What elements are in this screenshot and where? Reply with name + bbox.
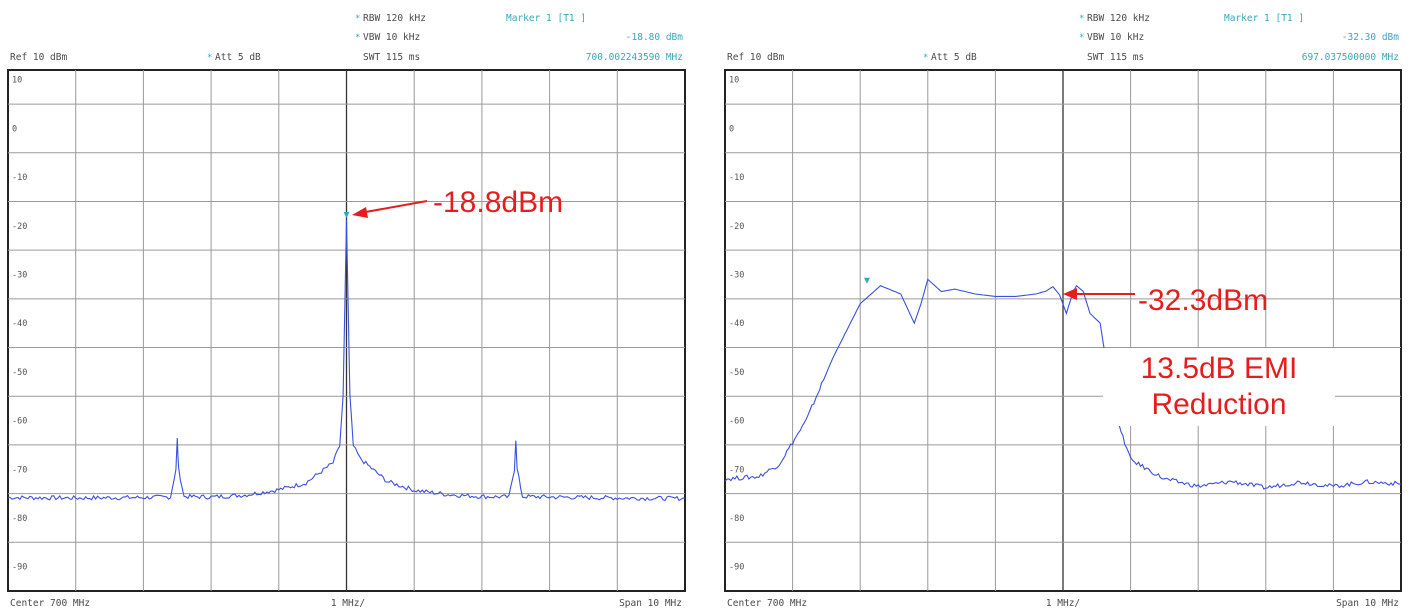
star-rbw: * <box>1079 14 1084 24</box>
att-label: Att 5 dB <box>931 52 977 63</box>
star-att: * <box>207 53 212 63</box>
grid-lines <box>725 70 1401 591</box>
center-frequency-label: Center 700 MHz <box>727 598 807 609</box>
y-tick-label: -70 <box>729 465 744 475</box>
left-spectrum-chart: * RBW 120 kHz * VBW 10 kHz SWT 115 ms Re… <box>7 13 686 609</box>
y-tick-label: -30 <box>729 271 744 281</box>
star-vbw: * <box>1079 33 1084 43</box>
center-frequency-label: Center 700 MHz <box>10 598 90 609</box>
ref-label: Ref 10 dBm <box>727 52 784 63</box>
swt-label: SWT 115 ms <box>363 52 420 63</box>
y-tick-label: 10 <box>729 76 739 86</box>
marker-frequency: 700.002243590 MHz <box>586 52 683 63</box>
peak-annotation: -18.8dBm <box>433 186 563 219</box>
marker-frequency: 697.037500000 MHz <box>1302 52 1399 63</box>
marker-triangle <box>863 277 870 284</box>
y-tick-label: -40 <box>729 319 744 329</box>
y-tick-label: -60 <box>12 417 27 427</box>
y-tick-label: -20 <box>729 222 744 232</box>
marker-symbol <box>863 277 870 284</box>
span-label: Span 10 MHz <box>1336 598 1399 609</box>
marker-level: -32.30 dBm <box>1342 32 1399 43</box>
y-tick-label: -80 <box>12 514 27 524</box>
y-tick-label: -80 <box>729 514 744 524</box>
y-tick-label: -10 <box>729 173 744 183</box>
reduction-annotation-line2: Reduction <box>1151 388 1286 421</box>
swt-label: SWT 115 ms <box>1087 52 1144 63</box>
marker-label: Marker 1 [T1 ] <box>1224 13 1304 24</box>
annotation-arrowhead <box>352 207 368 218</box>
y-axis-ticks: 10 0 -10 -20 -30 -40 -50 -60 -70 -80 -90 <box>12 76 27 573</box>
y-tick-label: -90 <box>12 563 27 573</box>
y-tick-label: -10 <box>12 173 27 183</box>
spectrum-trace <box>724 278 1402 490</box>
y-tick-label: -50 <box>729 368 744 378</box>
right-spectrum-panel: * RBW 120 kHz * VBW 10 kHz SWT 115 ms Re… <box>711 0 1411 611</box>
reduction-label-background <box>1103 348 1335 426</box>
y-tick-label: -50 <box>12 368 27 378</box>
marker-triangle <box>343 211 350 218</box>
marker-label: Marker 1 [T1 ] <box>506 13 586 24</box>
y-tick-label: -90 <box>729 563 744 573</box>
reduction-annotation-line1: 13.5dB EMI <box>1141 352 1298 385</box>
division-label: 1 MHz/ <box>1046 598 1080 609</box>
annotation-arrow <box>359 200 428 214</box>
y-tick-label: -40 <box>12 319 27 329</box>
marker-symbol <box>343 211 350 218</box>
star-vbw: * <box>355 33 360 43</box>
peak-annotation: -32.3dBm <box>1138 284 1268 317</box>
marker-level: -18.80 dBm <box>626 32 683 43</box>
vbw-label: VBW 10 kHz <box>363 32 420 43</box>
annotation-arrowhead <box>1063 288 1077 300</box>
spectrum-trace <box>7 219 686 502</box>
vbw-label: VBW 10 kHz <box>1087 32 1144 43</box>
y-tick-label: -20 <box>12 222 27 232</box>
division-label: 1 MHz/ <box>331 598 365 609</box>
att-label: Att 5 dB <box>215 52 261 63</box>
star-rbw: * <box>355 14 360 24</box>
y-axis-ticks: 10 0 -10 -20 -30 -40 -50 -60 -70 -80 -90 <box>729 76 744 573</box>
y-tick-label: -70 <box>12 465 27 475</box>
rbw-label: RBW 120 kHz <box>1087 13 1150 24</box>
y-tick-label: 0 <box>12 124 17 134</box>
right-spectrum-chart: * RBW 120 kHz * VBW 10 kHz SWT 115 ms Re… <box>724 13 1402 609</box>
left-spectrum-panel: * RBW 120 kHz * VBW 10 kHz SWT 115 ms Re… <box>0 0 700 611</box>
rbw-label: RBW 120 kHz <box>363 13 426 24</box>
span-label: Span 10 MHz <box>619 598 682 609</box>
y-tick-label: -60 <box>729 417 744 427</box>
star-att: * <box>923 53 928 63</box>
y-tick-label: 10 <box>12 76 22 86</box>
ref-label: Ref 10 dBm <box>10 52 67 63</box>
y-tick-label: 0 <box>729 124 734 134</box>
y-tick-label: -30 <box>12 271 27 281</box>
grid-lines <box>8 70 685 591</box>
